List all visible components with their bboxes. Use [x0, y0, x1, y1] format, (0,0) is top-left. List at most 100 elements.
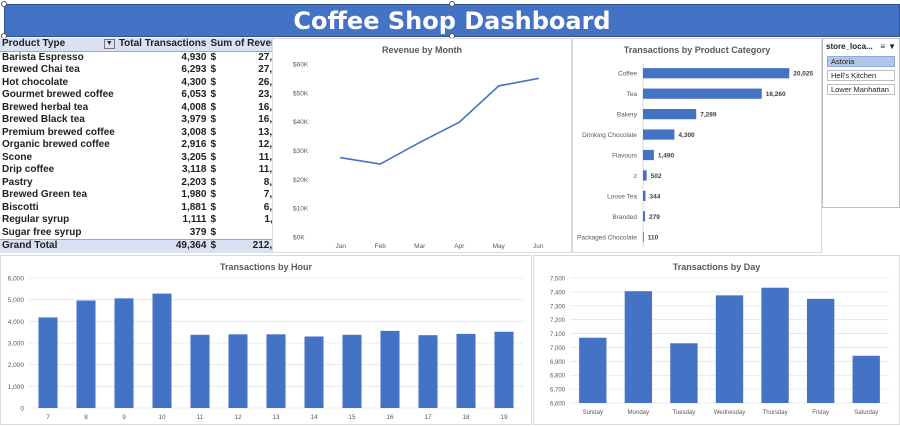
revenue-point[interactable]: [379, 163, 382, 165]
bar[interactable]: [266, 334, 286, 408]
pivot-transactions-cell: 2,916: [181, 139, 207, 150]
y-tick-label: 7,200: [550, 318, 566, 324]
category-bar[interactable]: [643, 88, 762, 99]
pivot-transactions-cell: 4,008: [181, 101, 207, 113]
bar[interactable]: [579, 337, 607, 403]
pivot-transactions-cell: 3,979: [181, 114, 207, 125]
category-bar[interactable]: [643, 149, 654, 161]
bar[interactable]: [380, 330, 400, 408]
pivot-product-cell: Barista Espresso: [2, 51, 84, 63]
store-location-slicer[interactable]: store_loca... ≡ ▼ Astoria Hell's Kitchen L…: [822, 38, 900, 208]
revenue-point[interactable]: [497, 85, 500, 87]
category-bar[interactable]: [643, 68, 790, 79]
transactions-by-hour-chart[interactable]: Transactions by Hour 0 1,000 2,000 3,000 4,0…: [0, 255, 532, 425]
revenue-point[interactable]: [458, 121, 461, 124]
revenue-by-month-title: Revenue by Month: [381, 45, 462, 55]
category-data-label: 344: [650, 193, 661, 200]
slicer-item[interactable]: Hell's Kitchen: [827, 70, 895, 81]
x-tick-label: 18: [462, 414, 470, 421]
bar[interactable]: [228, 334, 248, 408]
x-tick-label: Sunday: [583, 410, 603, 416]
pivot-transactions-cell: 3,118: [181, 164, 207, 175]
bar[interactable]: [114, 298, 134, 408]
x-tick-label: Jun: [533, 243, 544, 250]
filter-icon[interactable]: ▼: [103, 39, 115, 49]
bar[interactable]: [152, 293, 172, 408]
x-tick-label: Mar: [414, 243, 426, 250]
bar[interactable]: [852, 355, 880, 403]
clear-filter-icon[interactable]: ▼: [888, 42, 896, 51]
slicer-item[interactable]: Astoria: [827, 56, 895, 67]
category-label: Branded: [612, 214, 637, 221]
category-label: Loose Tea: [607, 193, 637, 200]
bar[interactable]: [806, 298, 835, 403]
bar[interactable]: [190, 334, 210, 408]
x-tick-label: Tuesday: [673, 410, 696, 416]
transactions-by-category-chart[interactable]: Transactions by Product Category Coffee 2…: [572, 38, 822, 253]
grand-total-row: Grand Total 49,364 $ 212,284: [0, 239, 291, 253]
y-tick-label: 6,800: [550, 374, 566, 380]
pivot-product-cell: Gourmet brewed coffee: [2, 89, 114, 100]
y-tick-label: 6,000: [8, 276, 25, 283]
bar[interactable]: [342, 334, 362, 408]
pivot-currency-cell: $: [210, 151, 216, 163]
bar[interactable]: [304, 336, 324, 409]
slicer-item[interactable]: Lower Manhattan: [827, 84, 895, 95]
category-bar[interactable]: [643, 190, 646, 201]
revenue-point[interactable]: [339, 156, 342, 159]
pivot-transactions-cell: 4,300: [181, 76, 207, 88]
y-tick-label: 7,000: [550, 346, 566, 352]
pivot-transactions-cell: 3,205: [181, 151, 207, 163]
pivot-transactions-cell: 3,008: [181, 126, 207, 138]
category-bar[interactable]: [643, 129, 675, 140]
category-bar[interactable]: [643, 170, 647, 181]
resize-handle-top-left[interactable]: [1, 1, 7, 7]
revenue-by-month-chart[interactable]: Revenue by Month $0K $10K $20K $30K $40K $50K…: [272, 38, 572, 253]
bar[interactable]: [456, 333, 476, 408]
header-product-type: Product Type ▼: [0, 38, 117, 52]
multi-select-icon[interactable]: ≡: [880, 42, 886, 51]
revenue-line[interactable]: [340, 77, 539, 165]
y-tick-label: $40K: [293, 119, 309, 126]
x-tick-label: 15: [348, 414, 356, 421]
x-tick-label: 8: [84, 414, 88, 421]
y-tick-label: $30K: [293, 148, 309, 155]
category-bar[interactable]: [643, 231, 644, 242]
category-label: Bakery: [617, 112, 638, 119]
pivot-transactions-cell: 1,980: [181, 189, 207, 200]
category-label: Coffee: [618, 71, 637, 78]
transactions-by-day-chart[interactable]: Transactions by Day 6,600 6,700 6,800 6,900…: [533, 255, 900, 425]
dashboard-title-bar[interactable]: Coffee Shop Dashboard: [4, 4, 900, 37]
bar[interactable]: [715, 295, 744, 403]
bar[interactable]: [38, 317, 58, 408]
y-tick-label: 1,000: [8, 384, 25, 391]
category-label: Drinking Chocolate: [582, 132, 637, 139]
x-tick-label: 14: [310, 414, 318, 421]
bar[interactable]: [494, 331, 514, 408]
category-bar[interactable]: [643, 109, 697, 120]
bar[interactable]: [418, 335, 438, 408]
x-tick-label: Jan: [336, 243, 347, 250]
pivot-transactions-cell: 2,203: [181, 176, 207, 188]
x-tick-label: 16: [386, 414, 394, 421]
bar[interactable]: [624, 291, 653, 403]
revenue-point[interactable]: [537, 77, 540, 80]
resize-handle-top-mid[interactable]: [449, 1, 455, 7]
category-bar[interactable]: [643, 211, 646, 222]
pivot-currency-cell: $: [210, 201, 216, 213]
x-tick-label: 19: [500, 414, 508, 421]
bar[interactable]: [76, 300, 96, 408]
bar[interactable]: [761, 287, 789, 403]
revenue-point[interactable]: [418, 141, 421, 144]
x-tick-label: Saturday: [854, 410, 878, 416]
bar[interactable]: [670, 343, 698, 403]
category-label: Flavours: [612, 153, 638, 160]
